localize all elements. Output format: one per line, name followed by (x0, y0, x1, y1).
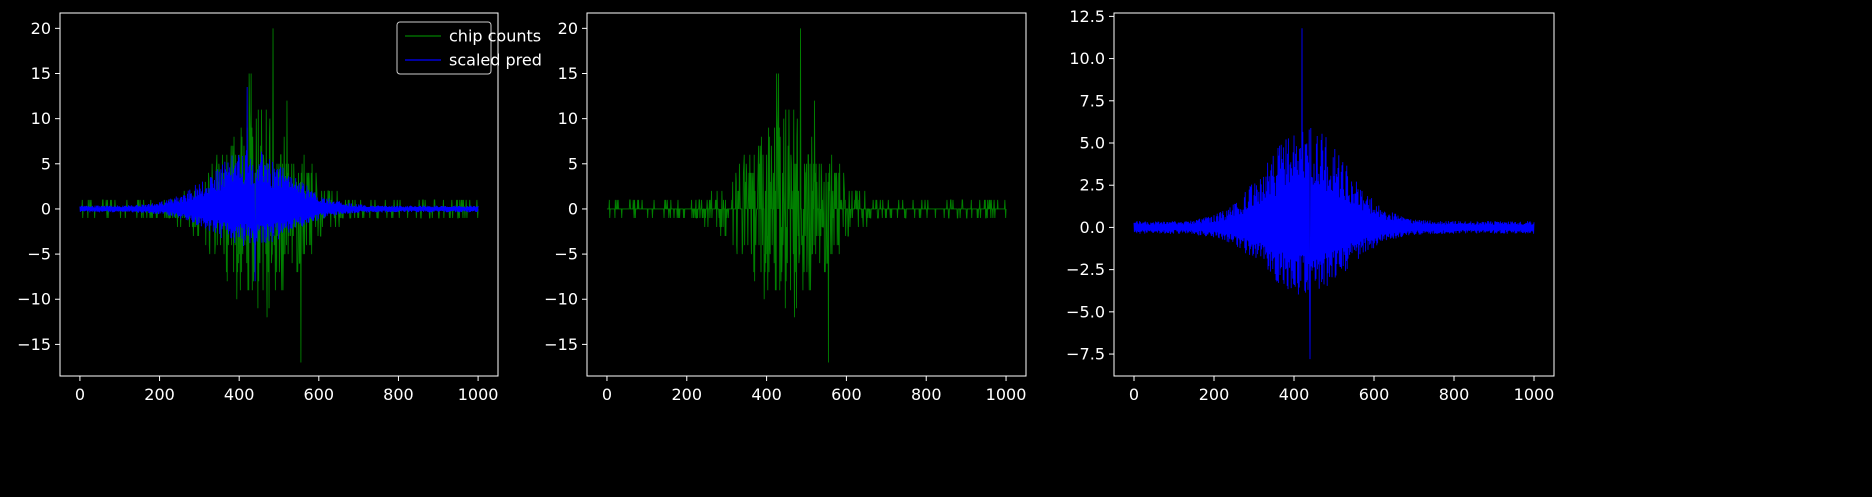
y-tick-label: 5 (568, 154, 578, 173)
y-tick-label: 10 (31, 109, 51, 128)
x-tick-label: 800 (1439, 385, 1470, 404)
x-tick-label: 800 (383, 385, 414, 404)
panel-1: 0 200 400 600 800 1000 −15 −10 −5 0 5 10 15 20 chip co… (17, 12, 542, 404)
plot-area (79, 28, 479, 363)
y-tick-label: −5.0 (1066, 302, 1105, 321)
legend: chip counts scaled pred (396, 21, 542, 75)
y-tick-label: 5 (41, 154, 51, 173)
x-tick-label: 200 (671, 385, 702, 404)
x-tick-label: 0 (75, 385, 85, 404)
y-tick-label: 20 (31, 19, 51, 38)
plot-area (606, 28, 1007, 363)
axes-frame (1113, 12, 1555, 377)
y-tick-label: 5.0 (1080, 134, 1105, 153)
panel-2: 0 200 400 600 800 1000 −15 −10 −5 0 5 10 15 20 (544, 12, 1027, 404)
y-tick-label: 7.5 (1080, 91, 1105, 110)
y-tick-label: 0.0 (1080, 218, 1105, 237)
plot-area (1133, 28, 1535, 360)
axes-frame (59, 12, 499, 377)
series-line-1 (606, 28, 1007, 363)
x-tick-label: 400 (1279, 385, 1310, 404)
y-tick-label: −5 (554, 245, 578, 264)
y-tick-label: −10 (544, 290, 578, 309)
panel-3: 0 200 400 600 800 1000 −7.5 −5.0 −2.5 0.0 2.5 5.0 7.… (1066, 7, 1555, 404)
x-tick-label: 800 (911, 385, 942, 404)
y-tick-label: 15 (31, 64, 51, 83)
x-tick-label: 600 (831, 385, 862, 404)
x-tick-label: 400 (751, 385, 782, 404)
y-tick-label: 10.0 (1069, 49, 1105, 68)
y-tick-label: −5 (27, 245, 51, 264)
y-tick-label: 2.5 (1080, 176, 1105, 195)
series-line-1 (1133, 28, 1535, 360)
y-tick-label: −2.5 (1066, 260, 1105, 279)
y-tick-label: −15 (544, 335, 578, 354)
x-tick-label: 1000 (458, 385, 499, 404)
x-tick-label: 600 (1359, 385, 1390, 404)
x-tick-label: 400 (224, 385, 255, 404)
x-tick-label: 600 (304, 385, 335, 404)
x-tick-label: 1000 (1514, 385, 1555, 404)
y-tick-label: −7.5 (1066, 345, 1105, 364)
y-tick-label: 0 (568, 199, 578, 218)
y-tick-label: 0 (41, 199, 51, 218)
x-tick-label: 200 (144, 385, 175, 404)
legend-box (396, 21, 492, 75)
y-tick-label: −15 (17, 335, 51, 354)
axes-frame (586, 12, 1027, 377)
x-tick-label: 0 (602, 385, 612, 404)
legend-label: chip counts (449, 27, 541, 46)
y-tick-label: −10 (17, 290, 51, 309)
y-tick-label: 12.5 (1069, 7, 1105, 26)
y-tick-label: 20 (558, 19, 578, 38)
x-tick-label: 0 (1129, 385, 1139, 404)
x-tick-label: 200 (1199, 385, 1230, 404)
legend-label: scaled pred (449, 51, 542, 70)
y-tick-label: 10 (558, 109, 578, 128)
y-tick-label: 15 (558, 64, 578, 83)
x-tick-label: 1000 (986, 385, 1027, 404)
series-line-2 (79, 87, 479, 282)
